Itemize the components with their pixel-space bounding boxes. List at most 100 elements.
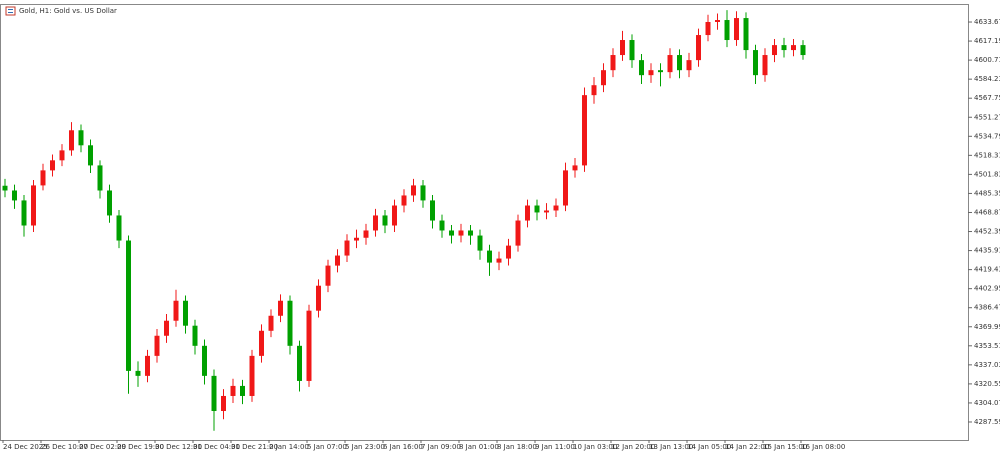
candle-body [553, 205, 559, 211]
x-tick-label: 29 Dec 19:00 [117, 443, 164, 451]
candle-body [468, 230, 473, 236]
candle-body [496, 258, 502, 263]
y-tick-label: 4287.59 [974, 418, 1000, 426]
y-tick-label: 4452.39 [974, 228, 1000, 236]
candle-body [12, 190, 17, 201]
y-tick-label: 4369.99 [974, 323, 1000, 331]
x-tick-label: 12 Jan 20:00 [611, 443, 655, 451]
candle-body [230, 385, 236, 396]
x-tick-label: 5 Jan 23:00 [345, 443, 385, 451]
candle-body [287, 300, 293, 346]
y-tick-label: 4468.87 [974, 208, 1000, 216]
x-tick-label: 15 Jan 15:00 [763, 443, 807, 451]
candle-body [97, 165, 103, 191]
candle-body [610, 55, 616, 71]
x-tick-label: 13 Jan 13:00 [649, 443, 693, 451]
candle-body [572, 165, 578, 171]
candle-body [667, 55, 673, 73]
y-tick-label: 4551.27 [974, 113, 1000, 121]
y-tick-label: 4304.07 [974, 399, 1000, 407]
candle-body [439, 220, 445, 231]
candle-body [791, 45, 796, 51]
candle-body [544, 210, 549, 213]
candle-body [116, 215, 122, 241]
candle-body [173, 300, 179, 321]
y-tick-label: 4320.55 [974, 380, 1000, 388]
candle-body [107, 190, 112, 216]
candle-body [781, 45, 787, 51]
candle-body [686, 60, 692, 71]
x-tick-label: 10 Jan 03:00 [573, 443, 617, 451]
candle-body [449, 230, 454, 236]
candle-body [154, 335, 160, 356]
candle-body [430, 200, 435, 221]
x-tick-label: 14 Jan 22:00 [725, 443, 769, 451]
candle-body [800, 45, 806, 56]
candle-body [715, 20, 720, 22]
candle-body [629, 40, 635, 61]
candle-body [563, 170, 568, 206]
candle-body [316, 285, 321, 311]
candle-body [477, 235, 483, 251]
candle-body [363, 230, 369, 238]
y-tick-label: 4501.83 [974, 170, 1000, 178]
candle-body [772, 45, 777, 56]
candle-body [78, 130, 84, 146]
y-tick-label: 4419.43 [974, 266, 1000, 274]
y-tick-label: 4584.23 [974, 75, 1000, 83]
x-tick-label: 26 Dec 10:00 [41, 443, 88, 451]
y-tick-label: 4353.51 [974, 342, 1000, 350]
candle-body [620, 40, 625, 56]
y-tick-label: 4402.95 [974, 285, 1000, 293]
candle-body [515, 220, 521, 246]
candle-body [59, 150, 65, 161]
x-tick-label: 2 Jan 14:00 [269, 443, 309, 451]
candle-body [278, 300, 283, 316]
y-tick-label: 4617.19 [974, 37, 1000, 45]
candle-body [658, 70, 663, 73]
x-tick-label: 8 Jan 01:00 [459, 443, 499, 451]
x-tick-label: 27 Dec 02:00 [79, 443, 126, 451]
candle-body [506, 245, 511, 259]
candle-body [21, 200, 27, 226]
candle-body [639, 60, 644, 76]
x-tick-label: 31 Dec 21:00 [231, 443, 278, 451]
candle-body [325, 265, 331, 286]
x-tick-label: 7 Jan 09:00 [421, 443, 461, 451]
candle-body [743, 18, 749, 51]
x-tick-label: 14 Jan 05:00 [687, 443, 731, 451]
y-tick-label: 4633.67 [974, 18, 1000, 26]
candle-body [534, 205, 540, 213]
candle-body [164, 320, 169, 336]
candle-body [135, 370, 141, 376]
candle-body [344, 240, 350, 256]
x-tick-label: 24 Dec 2025 [3, 443, 48, 451]
x-tick-label: 16 Jan 08:00 [801, 443, 845, 451]
x-tick-label: 6 Jan 16:00 [383, 443, 423, 451]
y-tick-label: 4485.35 [974, 189, 1000, 197]
candle-body [268, 315, 274, 331]
y-tick-label: 4567.75 [974, 94, 1000, 102]
candle-body [458, 230, 464, 236]
candle-body [382, 215, 388, 226]
candle-body [126, 240, 131, 371]
candle-body [88, 145, 93, 166]
candle-body [724, 20, 730, 41]
candle-body [211, 375, 217, 411]
y-tick-label: 4337.03 [974, 361, 1000, 369]
candle-body [601, 70, 606, 86]
x-tick-label: 30 Dec 12:00 [155, 443, 202, 451]
candle-body [240, 385, 245, 396]
candle-body [591, 85, 597, 96]
candle-body [2, 185, 8, 191]
y-tick-label: 4435.91 [974, 247, 1000, 255]
candle-body [31, 185, 36, 226]
candle-body [259, 330, 264, 356]
candle-body [69, 130, 74, 151]
candle-body [677, 55, 682, 71]
candle-body [40, 170, 46, 186]
candle-body [753, 50, 758, 76]
x-tick-label: 9 Jan 11:00 [535, 443, 575, 451]
candle-body [392, 205, 397, 226]
